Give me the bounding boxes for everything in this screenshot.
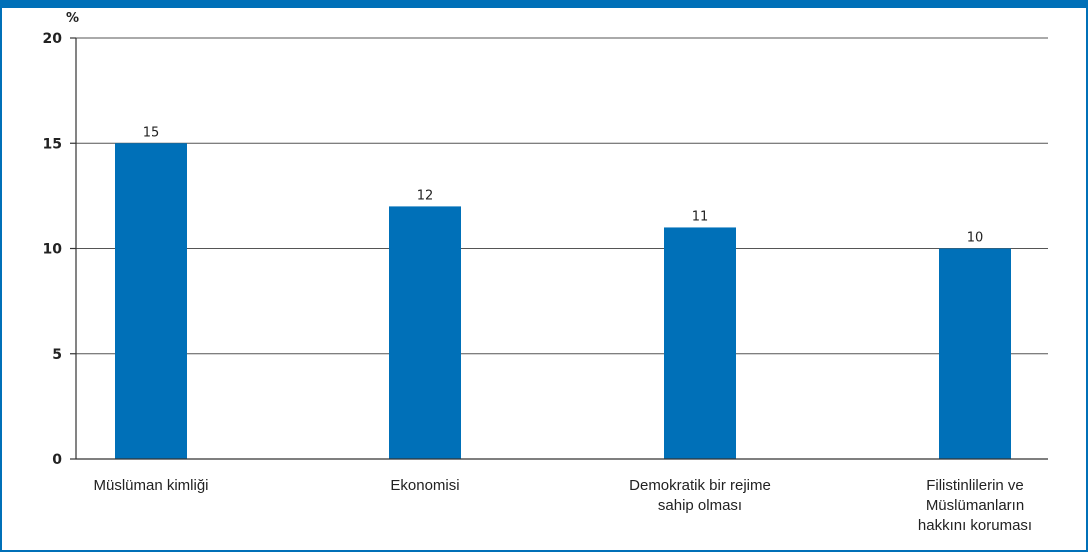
data-label: 15 [143, 125, 160, 140]
x-category-label: Filistinlilerin ve Müslümanların hakkını k… [918, 477, 1032, 534]
y-unit-label: % [66, 11, 79, 26]
x-category-label: Ekonomisi [390, 477, 459, 494]
data-label: 11 [692, 209, 709, 224]
y-tick-label: 5 [52, 347, 62, 363]
bar [115, 143, 187, 459]
y-tick-label: 0 [52, 452, 62, 468]
bar [939, 248, 1011, 459]
bar [664, 227, 736, 459]
x-category-label: Demokratik bir rejime sahip olması [629, 477, 771, 514]
bar [389, 206, 461, 459]
x-axis-labels: Müslüman kimliği Ekonomisi Demokratik bir … [93, 477, 1032, 534]
data-labels: 15 12 11 10 [143, 125, 984, 245]
y-tick-label: 20 [43, 31, 63, 47]
y-axis-ticks: 0 5 10 15 20 [43, 31, 76, 468]
bars [115, 143, 1011, 459]
x-category-label: Müslüman kimliği [93, 477, 208, 494]
y-tick-label: 10 [43, 242, 63, 258]
data-label: 12 [417, 188, 434, 203]
data-label: 10 [967, 231, 984, 246]
gridlines [76, 37, 1048, 355]
y-tick-label: 15 [43, 136, 62, 152]
